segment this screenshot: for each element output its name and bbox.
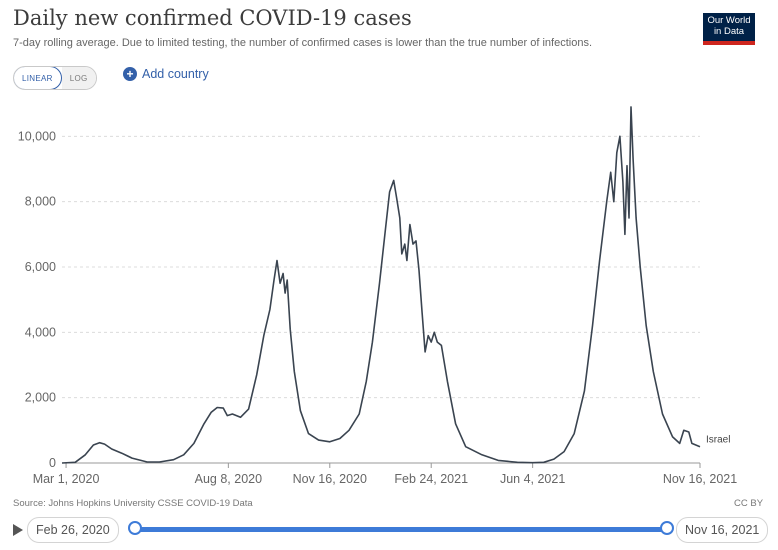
logo-red-bar <box>703 41 755 45</box>
x-tick-label: Nov 16, 2020 <box>293 472 367 486</box>
play-icon[interactable] <box>13 524 23 536</box>
y-tick-label: 4,000 <box>25 325 56 339</box>
y-tick-label: 8,000 <box>25 195 56 209</box>
timeline-start-handle[interactable] <box>128 521 142 535</box>
logo-line-1: Our World <box>707 15 751 26</box>
x-tick-label: Feb 24, 2021 <box>394 472 468 486</box>
logo-line-2: in Data <box>713 26 745 37</box>
timeline-track[interactable] <box>135 527 667 532</box>
y-tick-label: 6,000 <box>25 260 56 274</box>
x-tick-label: Jun 4, 2021 <box>500 472 565 486</box>
scale-toggle: LINEAR LOG <box>13 66 97 90</box>
series-label-israel: Israel <box>706 435 730 446</box>
chart-subtitle: 7-day rolling average. Due to limited te… <box>13 37 593 49</box>
chart-title: Daily new confirmed COVID-19 cases <box>13 6 412 30</box>
owid-logo[interactable]: Our World in Data <box>703 13 755 45</box>
scale-linear-button[interactable]: LINEAR <box>13 67 62 89</box>
y-tick-label: 2,000 <box>25 391 56 405</box>
timeline-start-label[interactable]: Feb 26, 2020 <box>27 517 119 543</box>
line-chart: 0 2,000 4,000 6,000 8,000 10,000 Mar 1, 2020 Au… <box>18 106 737 486</box>
scale-log-button[interactable]: LOG <box>61 67 96 89</box>
y-tick-label: 0 <box>49 456 56 470</box>
source-note: Source: Johns Hopkins University CSSE CO… <box>13 498 253 509</box>
y-tick-label: 10,000 <box>18 129 56 143</box>
x-tick-label: Aug 8, 2020 <box>195 472 262 486</box>
timeline-end-handle[interactable] <box>660 521 674 535</box>
add-country-label: Add country <box>142 67 209 81</box>
x-tick-label: Mar 1, 2020 <box>33 472 100 486</box>
license-label[interactable]: CC BY <box>734 498 764 509</box>
x-tick-label: Nov 16, 2021 <box>663 472 737 486</box>
plus-circle-icon: + <box>123 67 137 81</box>
add-country-button[interactable]: + Add country <box>123 67 209 81</box>
timeline-end-label[interactable]: Nov 16, 2021 <box>676 517 769 543</box>
series-line-israel <box>61 106 701 464</box>
